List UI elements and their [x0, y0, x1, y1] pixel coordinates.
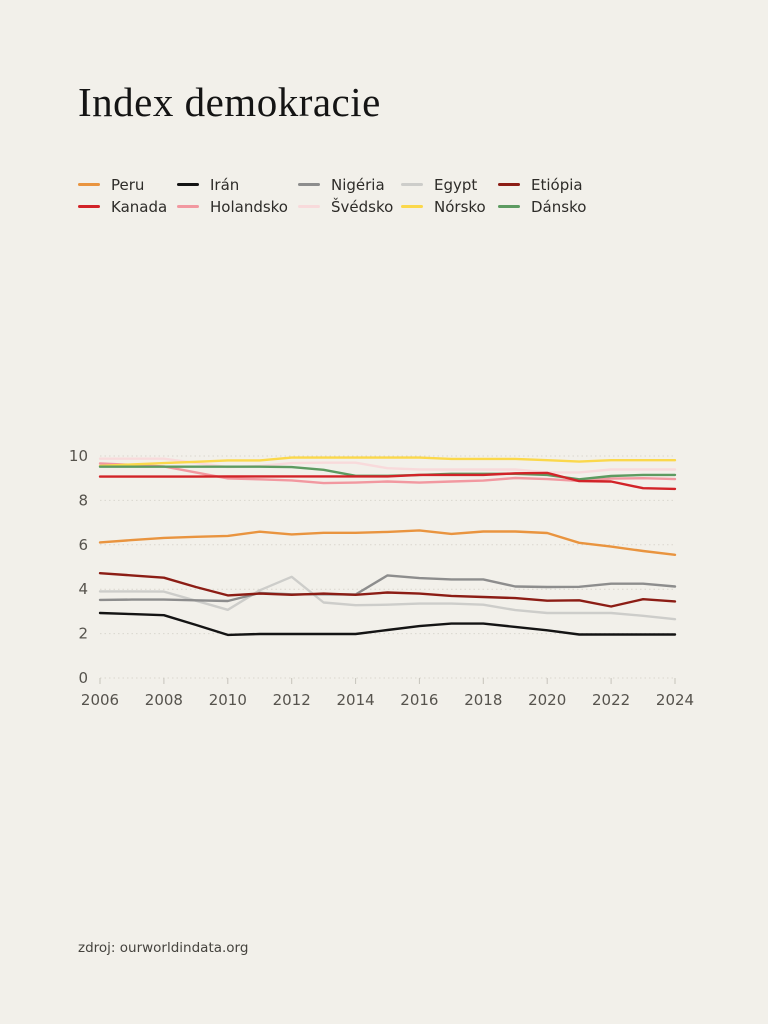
- y-axis-tick-label: 0: [78, 669, 88, 687]
- legend-swatch-egypt: [401, 183, 423, 186]
- x-axis-tick-label: 2018: [464, 691, 502, 709]
- legend-swatch-norsko: [401, 205, 423, 208]
- source-note: zdroj: ourworldindata.org: [78, 940, 249, 956]
- y-axis-tick-label: 8: [78, 491, 88, 509]
- legend-swatch-iran: [177, 183, 199, 186]
- x-axis-tick-label: 2010: [209, 691, 247, 709]
- series-line-nigeria: [98, 574, 677, 603]
- legend-item-dansko: Dánsko: [498, 197, 587, 216]
- legend-item-nigeria: Nigéria: [298, 175, 401, 194]
- legend-item-kanada: Kanada: [78, 197, 177, 216]
- x-axis-tick-label: 2014: [337, 691, 375, 709]
- x-axis-tick-label: 2008: [145, 691, 183, 709]
- legend-label: Kanada: [111, 197, 168, 216]
- series-line-iran: [98, 611, 677, 637]
- legend-swatch-dansko: [498, 205, 520, 208]
- legend-label: Irán: [210, 175, 240, 194]
- legend-swatch-nigeria: [298, 183, 320, 186]
- legend-item-peru: Peru: [78, 175, 177, 194]
- legend-swatch-peru: [78, 183, 100, 186]
- legend-label: Holandsko: [210, 197, 288, 216]
- series-line-peru: [98, 529, 677, 556]
- legend-swatch-holandsko: [177, 205, 199, 208]
- legend-swatch-svedsko: [298, 205, 320, 208]
- x-axis-tick-label: 2012: [273, 691, 311, 709]
- legend-item-etiopia: Etiópia: [498, 175, 586, 194]
- series-line-etiopia: [98, 572, 677, 608]
- legend-label: Švédsko: [331, 197, 394, 216]
- line-chart-svg: 0 2 4 6 8 10 2006 2008 2010 2012 2014 2016 2018 2020 2…: [69, 447, 694, 709]
- x-axis-tick-label: 2006: [81, 691, 119, 709]
- legend-label: Nórsko: [434, 197, 486, 216]
- legend-item-norsko: Nórsko: [401, 197, 498, 216]
- y-axis-tick-label: 2: [78, 625, 88, 643]
- page-title: Index demokracie: [78, 79, 381, 125]
- legend-item-holandsko: Holandsko: [177, 197, 298, 216]
- democracy-index-chart: 0 2 4 6 8 10 2006 2008 2010 2012 2014 2016 2018 2020 2…: [0, 428, 768, 728]
- legend-item-egypt: Egypt: [401, 175, 498, 194]
- x-axis-tick-label: 2024: [656, 691, 694, 709]
- series-line-kanada: [98, 471, 677, 491]
- legend-label: Nigéria: [331, 175, 385, 194]
- x-axis-tick-label: 2020: [528, 691, 566, 709]
- x-axis-tick-label: 2016: [400, 691, 438, 709]
- legend-label: Etiópia: [531, 175, 583, 194]
- y-axis-tick-label: 4: [78, 580, 88, 598]
- legend-item-iran: Irán: [177, 175, 298, 194]
- legend-label: Egypt: [434, 175, 478, 194]
- series-line-norsko: [98, 456, 677, 468]
- legend-label: Peru: [111, 175, 145, 194]
- y-axis-tick-label: 10: [69, 447, 88, 465]
- legend-swatch-kanada: [78, 205, 100, 208]
- y-axis-tick-label: 6: [78, 536, 88, 554]
- legend-swatch-etiopia: [498, 183, 520, 186]
- legend-label: Dánsko: [531, 197, 587, 216]
- legend-item-svedsko: Švédsko: [298, 197, 401, 216]
- chart-legend: Peru Kanada Irán Holandsko Nigéria Švédsko Egy…: [78, 175, 587, 216]
- x-axis-tick-label: 2022: [592, 691, 630, 709]
